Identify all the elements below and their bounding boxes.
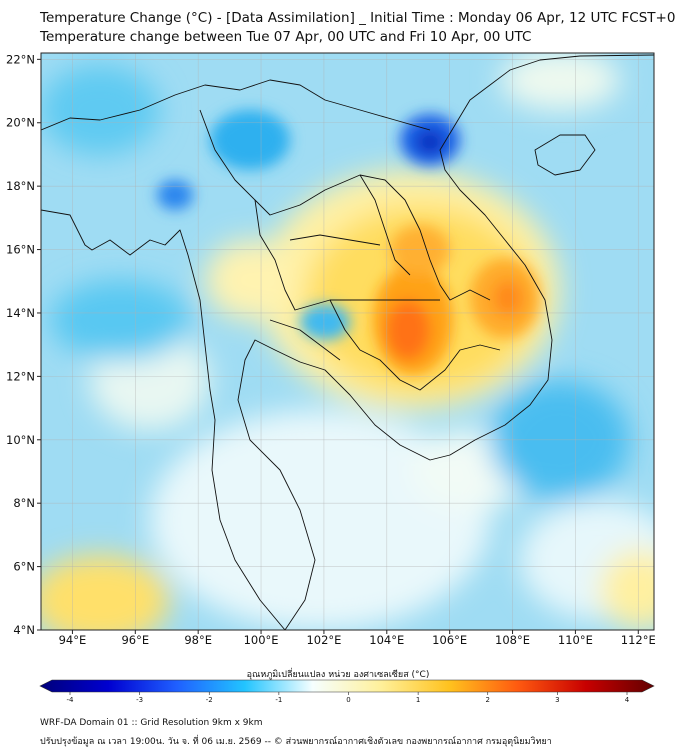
colorbar-tick-label: 2 [486, 696, 490, 704]
cold-core-tonkin-center [416, 130, 444, 154]
map-subtitle: Temperature change between Tue 07 Apr, 0… [40, 29, 532, 45]
lon-tick-label: 94°E [59, 633, 87, 647]
colorbar-title: อุณหภูมิเปลี่ยนแปลง หน่วย องศาเซลเซียส (… [246, 670, 430, 680]
lon-tick-label: 100°E [244, 633, 279, 647]
red-core-vietnam [493, 280, 523, 316]
internal-border-4 [359, 174, 411, 276]
colorbar-tick-label: -3 [136, 696, 143, 704]
colorbar-tick-label: -4 [67, 696, 75, 704]
lat-tick-label: 22°N [6, 52, 35, 66]
lat-tick-label: 8°N [13, 496, 35, 510]
lon-tick-label: 104°E [369, 633, 404, 647]
footer-credit: ปรับปรุงข้อมูล ณ เวลา 19:00น. วัน จ. ที่… [40, 737, 552, 747]
internal-border-2 [254, 199, 440, 311]
lat-tick-label: 10°N [6, 433, 35, 447]
lat-tick-label: 12°N [6, 369, 35, 383]
lon-tick-label: 98°E [184, 633, 212, 647]
lat-tick-label: 4°N [13, 623, 35, 637]
internal-border-3 [329, 299, 501, 391]
blue-area-andaman-west [50, 280, 190, 360]
west-coast [41, 209, 286, 630]
colorbar: -4 -3 -2 -1 0 1 2 3 4 [39, 679, 655, 704]
lon-tick-label: 106°E [432, 633, 467, 647]
graticule [41, 53, 654, 630]
coastlines-and-borders [41, 54, 654, 630]
lat-tick-label: 16°N [6, 243, 35, 257]
lat-tick-label: 14°N [6, 306, 35, 320]
lat-tick-label: 6°N [13, 560, 35, 574]
colorbar-tick-label: 0 [346, 696, 350, 704]
orange-core-laos [390, 225, 450, 275]
colorbar-tick-label: 1 [416, 696, 420, 704]
province-line-2 [269, 319, 341, 361]
warm-area-southwest [41, 555, 170, 630]
cool-area-north-thailand [210, 110, 290, 170]
internal-border-1 [199, 109, 491, 301]
pale-area-north [500, 53, 620, 110]
warm-area-southeast-edge [600, 550, 654, 630]
province-line-1 [289, 234, 381, 246]
footer-model-info: WRF-DA Domain 01 :: Grid Resolution 9km … [40, 718, 263, 728]
northern-border [41, 79, 431, 131]
latitude-labels: 4°N 6°N 8°N 10°N 12°N 14°N 16°N 18°N 20°N 22°N [6, 52, 41, 637]
lon-tick-label: 102°E [306, 633, 341, 647]
map-frame [40, 52, 655, 631]
colorbar-tick-label: -1 [275, 696, 282, 704]
blue-area-northwest [41, 65, 160, 155]
colorbar-tick-label: -2 [206, 696, 213, 704]
colorbar-bar [39, 679, 655, 693]
longitude-labels: 94°E 96°E 98°E 100°E 102°E 104°E 106°E 108°E 110… [59, 630, 656, 647]
lon-tick-label: 110°E [558, 633, 593, 647]
colorbar-tick-label: 3 [555, 696, 559, 704]
cold-core-myanmar [157, 180, 193, 210]
hainan-coast [534, 134, 596, 176]
lat-tick-label: 20°N [6, 116, 35, 130]
pale-band-gulf-south [150, 410, 490, 630]
yellow-area-central-thailand [205, 240, 295, 320]
cool-area-bangkok [300, 304, 350, 340]
lon-tick-label: 112°E [621, 633, 656, 647]
red-core-east-thailand [386, 300, 430, 360]
lon-tick-label: 108°E [495, 633, 530, 647]
lon-tick-label: 96°E [121, 633, 149, 647]
colorbar-ticks: -4 -3 -2 -1 0 1 2 3 4 [67, 692, 630, 704]
colorbar-tick-label: 4 [625, 696, 630, 704]
lat-tick-label: 18°N [6, 179, 35, 193]
map-title: Temperature Change (°C) - [Data Assimila… [40, 10, 676, 26]
temperature-field [41, 53, 654, 630]
gulf-and-vietnam-coast [237, 54, 654, 630]
